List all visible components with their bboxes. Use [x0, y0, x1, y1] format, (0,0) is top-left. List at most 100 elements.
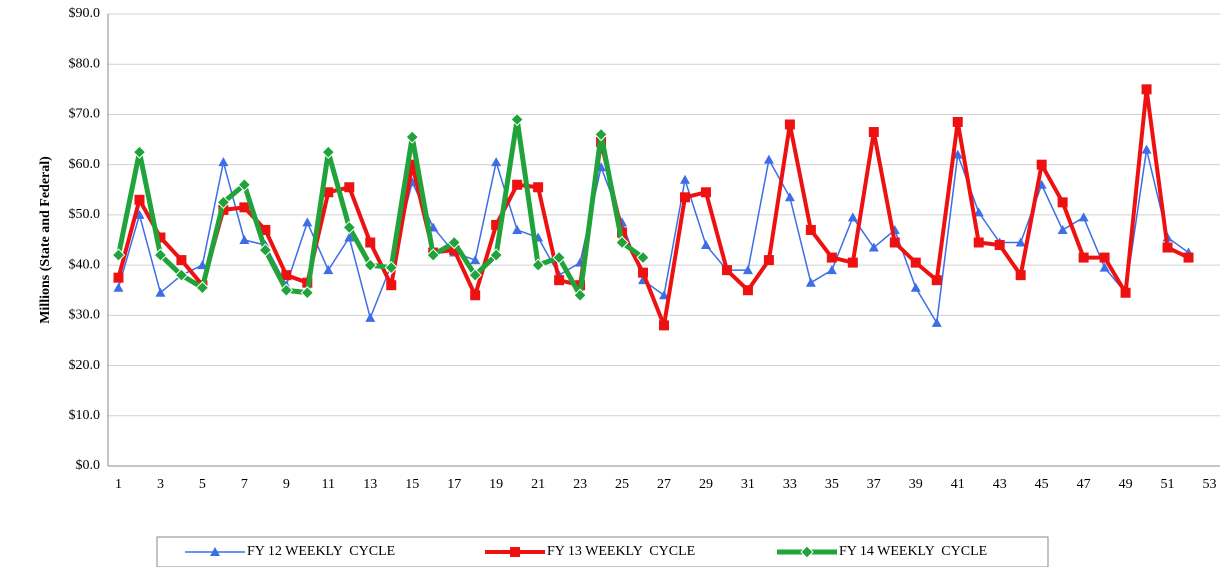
data-point — [174, 268, 189, 282]
x-tick-label: 47 — [1077, 477, 1091, 492]
x-tick-label: 43 — [993, 477, 1007, 492]
data-point — [973, 207, 984, 217]
data-point — [531, 258, 545, 272]
data-point — [468, 268, 482, 282]
data-point — [952, 116, 963, 127]
y-tick-label: $10.0 — [69, 408, 101, 423]
legend-label: FY 14 WEEKLY CYCLE — [839, 544, 987, 559]
data-point — [826, 252, 837, 263]
legend — [156, 536, 1049, 567]
data-point — [1162, 242, 1173, 253]
data-point — [554, 275, 565, 286]
data-point — [489, 248, 503, 262]
x-tick-label: 9 — [283, 477, 290, 492]
x-tick-label: 29 — [699, 477, 713, 492]
x-tick-label: 23 — [573, 477, 587, 492]
data-point — [111, 248, 126, 262]
data-point — [1078, 212, 1089, 222]
data-point — [134, 194, 145, 205]
series-line — [116, 87, 1190, 328]
data-point — [237, 178, 252, 192]
data-point — [679, 192, 690, 203]
data-point — [197, 260, 208, 270]
data-point — [365, 312, 376, 322]
data-point — [405, 130, 419, 144]
x-tick-label: 1 — [115, 477, 122, 492]
data-point — [512, 179, 523, 190]
x-tick-label: 13 — [363, 477, 377, 492]
data-point — [868, 127, 879, 138]
data-point — [952, 149, 963, 159]
data-point — [910, 257, 921, 268]
x-tick-label: 3 — [157, 477, 164, 492]
y-tick-label: $0.0 — [76, 458, 101, 473]
data-point — [763, 154, 774, 164]
data-point — [344, 232, 355, 242]
data-point — [365, 237, 376, 248]
data-point — [239, 235, 250, 244]
data-point — [363, 258, 377, 272]
x-tick-label: 19 — [489, 477, 503, 492]
x-tick-label: 15 — [405, 477, 419, 492]
data-point — [216, 195, 231, 210]
data-point — [407, 159, 418, 170]
data-point — [512, 224, 523, 234]
data-point — [889, 237, 900, 248]
x-tick-label: 27 — [657, 477, 671, 492]
data-point — [260, 224, 271, 235]
data-point — [742, 285, 753, 296]
data-point — [1057, 224, 1068, 234]
legend-marker — [210, 547, 220, 556]
data-point — [510, 112, 524, 127]
y-tick-label: $70.0 — [69, 107, 101, 122]
data-point — [155, 232, 166, 243]
data-point — [1183, 252, 1194, 263]
data-point — [239, 202, 250, 213]
data-point — [153, 248, 168, 262]
x-tick-label: 25 — [615, 477, 629, 492]
data-point — [1099, 262, 1110, 272]
data-point — [279, 283, 294, 297]
data-point — [994, 240, 1005, 251]
data-point — [258, 243, 273, 257]
data-point — [659, 290, 669, 300]
y-tick-label: $90.0 — [69, 6, 101, 21]
data-point — [679, 174, 690, 184]
data-point — [721, 265, 732, 276]
x-tick-label: 49 — [1119, 477, 1133, 492]
data-point — [742, 265, 753, 275]
data-point — [321, 145, 336, 159]
data-point — [155, 287, 166, 297]
data-point — [470, 290, 481, 301]
x-tick-label: 39 — [909, 477, 923, 492]
data-point — [281, 270, 292, 281]
data-point — [1141, 84, 1152, 95]
x-tick-label: 51 — [1161, 477, 1175, 492]
data-point — [1141, 144, 1152, 154]
data-point — [323, 187, 334, 198]
y-tick-label: $80.0 — [69, 56, 101, 71]
data-point — [384, 260, 398, 275]
series-line — [117, 148, 1189, 324]
data-point — [1099, 252, 1110, 263]
data-point — [784, 119, 795, 130]
x-tick-label: 33 — [783, 477, 797, 492]
data-point — [636, 250, 650, 265]
y-tick-label: $60.0 — [69, 157, 101, 172]
y-tick-label: $50.0 — [69, 207, 101, 222]
data-point — [805, 224, 816, 235]
data-point — [700, 187, 711, 198]
data-point — [1036, 159, 1047, 170]
data-point — [931, 275, 942, 286]
data-point — [594, 127, 608, 142]
data-point — [195, 281, 210, 295]
data-point — [910, 282, 921, 292]
y-tick-label: $40.0 — [69, 257, 101, 272]
legend-label: FY 13 WEEKLY CYCLE — [547, 544, 695, 559]
x-tick-label: 5 — [199, 477, 206, 492]
x-tick-label: 37 — [867, 477, 881, 492]
data-point — [638, 267, 649, 278]
data-point — [615, 235, 629, 250]
data-point — [300, 286, 315, 300]
